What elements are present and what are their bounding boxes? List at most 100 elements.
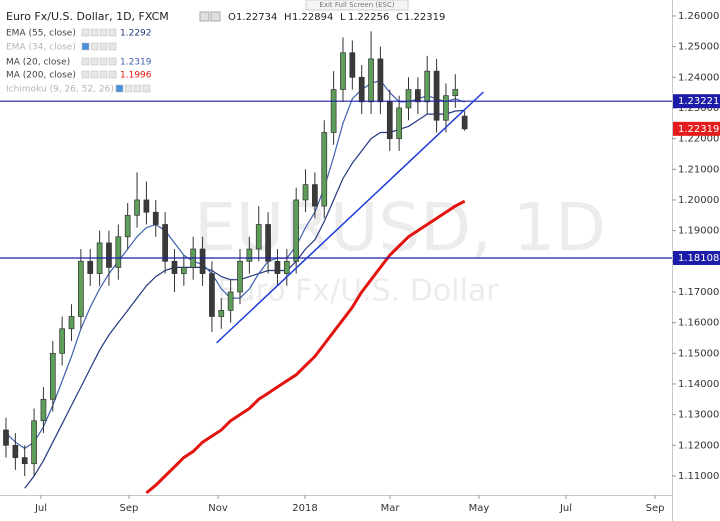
candle-body xyxy=(209,273,215,317)
ohlc-key: C xyxy=(396,12,403,23)
exit-fullscreen-button[interactable] xyxy=(305,0,409,11)
candle-body xyxy=(134,199,140,216)
legend-icon xyxy=(99,70,108,79)
y-tick-label: 1.12000 xyxy=(678,440,719,451)
y-tick-label: 1.26000 xyxy=(678,11,719,22)
ohlc-value: 1.22734 xyxy=(236,12,277,23)
legend-icon xyxy=(90,42,99,51)
candle-body xyxy=(283,260,290,274)
legend-icon xyxy=(99,42,108,51)
candle-body xyxy=(443,95,449,121)
candle-body xyxy=(162,224,168,262)
candle-body xyxy=(21,457,28,465)
legend-icon xyxy=(81,57,90,66)
candle-body xyxy=(377,58,384,103)
legend-icon xyxy=(81,42,90,51)
legend-icon xyxy=(108,42,117,51)
chart-title: Euro Fx/U.S. Dollar, 1D, FXCM xyxy=(6,10,169,23)
y-tick-label: 1.23000 xyxy=(678,103,719,114)
candle-body xyxy=(237,260,243,293)
legend-value: 1.2292 xyxy=(120,29,152,39)
y-tick-label: 1.16000 xyxy=(678,318,719,329)
x-tick-label: Nov xyxy=(208,503,228,514)
ohlc-key: L xyxy=(340,12,346,23)
candle-body xyxy=(40,398,47,422)
price-label-box xyxy=(673,94,720,109)
x-tick-label: Sep xyxy=(646,503,665,514)
legend-icon xyxy=(115,84,124,93)
indicator-line xyxy=(145,199,466,495)
legend-icon xyxy=(99,57,108,66)
candle-body xyxy=(424,70,431,103)
candle-body xyxy=(255,224,262,250)
candle-body xyxy=(68,316,75,330)
legend-icon xyxy=(108,70,117,79)
y-tick-label: 1.25000 xyxy=(678,42,719,53)
candle-body xyxy=(265,224,271,262)
legend-icon xyxy=(133,84,142,93)
candle-body xyxy=(59,328,66,354)
indicator-line xyxy=(5,79,465,450)
legend-icon xyxy=(90,28,99,37)
legend-icon xyxy=(90,57,99,66)
legend-icon xyxy=(81,28,90,37)
price-label: 1.18108 xyxy=(678,253,719,264)
candle-body xyxy=(199,248,206,274)
legend-icon xyxy=(99,28,108,37)
ohlc-key: O xyxy=(228,12,236,23)
candle-body xyxy=(78,260,84,317)
legend-entry: EMA (55, close) xyxy=(6,29,76,39)
candle-body xyxy=(340,52,346,90)
legend-entry: Ichimoku (9, 26, 52, 26) xyxy=(6,85,114,95)
candle-body xyxy=(180,267,187,274)
candle-body xyxy=(171,260,178,274)
y-tick-label: 1.21000 xyxy=(678,164,719,175)
y-tick-label: 1.20000 xyxy=(678,195,719,206)
candle-body xyxy=(415,89,421,103)
legend: Euro Fx/U.S. Dollar, 1D, FXCM O 1.22734 H 1.… xyxy=(6,10,445,95)
candle-body xyxy=(143,199,150,213)
legend-icon xyxy=(108,57,117,66)
x-tick-label: Sep xyxy=(120,503,139,514)
ohlc-key: H xyxy=(284,12,292,23)
legend-icon xyxy=(142,84,151,93)
candle-body xyxy=(3,429,9,446)
plot-area xyxy=(0,31,672,495)
trendline xyxy=(216,91,484,344)
candle-body xyxy=(12,444,19,458)
legend-entry: MA (20, close) xyxy=(6,58,70,68)
exit-fullscreen-label[interactable]: Exit Full Screen (ESC) xyxy=(319,1,394,9)
candle-body xyxy=(386,101,393,139)
candle-body xyxy=(115,236,122,268)
candle-body xyxy=(31,420,37,465)
last-price-label: 1.22319 xyxy=(678,124,719,135)
price-label: 1.23221 xyxy=(678,96,719,107)
title-icon xyxy=(210,11,221,22)
candle-body xyxy=(246,248,253,262)
candle-body xyxy=(405,89,412,109)
y-tick-label: 1.11000 xyxy=(678,471,719,482)
candle-body xyxy=(396,107,402,139)
legend-icon xyxy=(90,70,99,79)
y-tick-label: 1.13000 xyxy=(678,410,719,421)
x-tick-label: Jul xyxy=(559,503,572,514)
candle-body xyxy=(452,89,459,97)
legend-icon xyxy=(124,84,133,93)
watermark-name: Euro Fx/U.S. Dollar xyxy=(217,274,499,309)
candle-body xyxy=(218,310,225,317)
legend-value: 1.1996 xyxy=(120,71,152,81)
candle-body xyxy=(433,70,440,121)
watermark-symbol: EURUSD, 1D xyxy=(194,189,606,266)
candle-body xyxy=(358,76,365,103)
legend-icon xyxy=(81,70,90,79)
legend-value: 1.2319 xyxy=(120,58,152,68)
y-tick-label: 1.24000 xyxy=(678,72,719,83)
axes: 1.26000 1.25000 1.24000 1.23000 1.22000 1.210… xyxy=(34,11,720,514)
candle-body xyxy=(124,214,131,238)
watermark: EURUSD, 1D Euro Fx/U.S. Dollar xyxy=(194,189,606,308)
y-tick-label: 1.22000 xyxy=(678,134,719,145)
y-tick-label: 1.14000 xyxy=(678,379,719,390)
x-tick-label: Jul xyxy=(34,503,47,514)
price-label-box xyxy=(673,250,720,265)
